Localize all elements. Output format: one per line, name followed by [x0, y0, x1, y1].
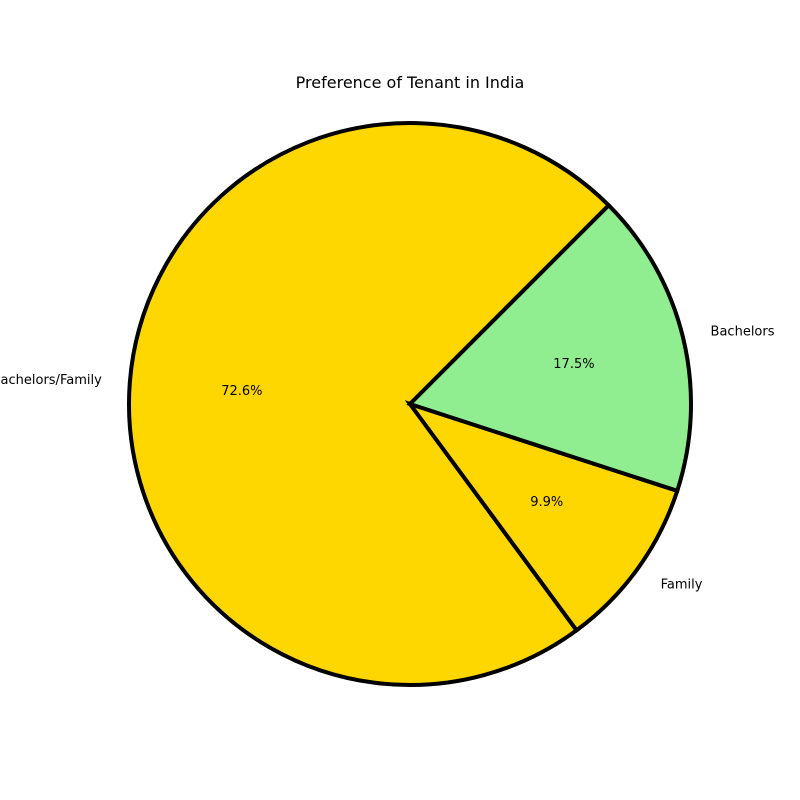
slice-percent-bachelors: 17.5%: [553, 357, 594, 372]
pie-slice-family: [404, 400, 680, 634]
slice-label-bachelors-family: Bachelors/Family: [0, 373, 102, 388]
pie-slice-bachelors: [406, 202, 693, 494]
slice-percent-bachelors-family: 72.6%: [221, 384, 262, 399]
pie-slices: [127, 121, 693, 687]
pie-slice-bachelors-family: [127, 121, 612, 687]
pie-labels: Bachelors/Family 72.6% Family 9.9% Bachelors…: [0, 324, 775, 592]
slice-label-bachelors: Bachelors: [711, 324, 775, 339]
slice-label-family: Family: [661, 577, 703, 592]
slice-percent-family: 9.9%: [530, 495, 563, 510]
chart-title: Preference of Tenant in India: [296, 73, 525, 92]
